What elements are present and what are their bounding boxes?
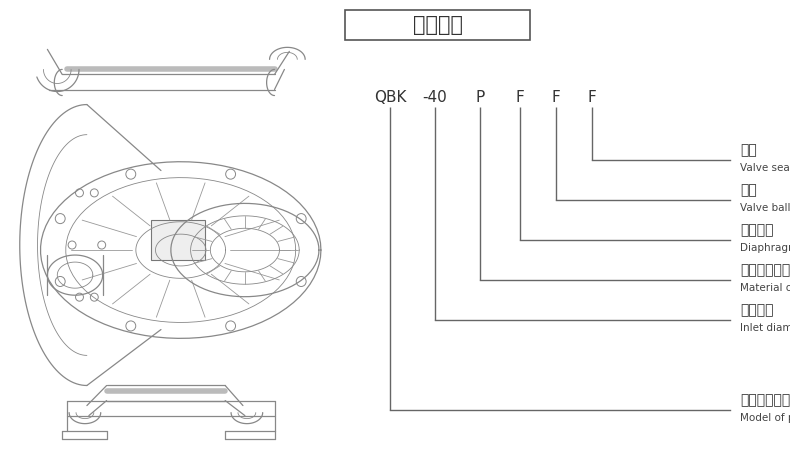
Text: 过流部件材质: 过流部件材质 bbox=[740, 263, 790, 277]
Text: 进料口径: 进料口径 bbox=[740, 303, 773, 317]
FancyBboxPatch shape bbox=[345, 10, 530, 40]
Text: P: P bbox=[476, 90, 484, 105]
Text: 阀座: 阀座 bbox=[740, 143, 757, 157]
Text: Valve seat: Valve seat bbox=[740, 163, 790, 173]
Text: 型号说明: 型号说明 bbox=[412, 15, 462, 35]
Text: F: F bbox=[588, 90, 596, 105]
Text: 气动隔膜泵型号: 气动隔膜泵型号 bbox=[740, 393, 790, 407]
Text: Material of fluid contact part: Material of fluid contact part bbox=[740, 283, 790, 293]
Text: Diaphragm materials: Diaphragm materials bbox=[740, 243, 790, 253]
Text: 隔膜材质: 隔膜材质 bbox=[740, 223, 773, 237]
Text: F: F bbox=[551, 90, 560, 105]
FancyBboxPatch shape bbox=[151, 220, 205, 260]
Text: Inlet diameter: Inlet diameter bbox=[740, 323, 790, 333]
Text: Valve ball: Valve ball bbox=[740, 203, 790, 213]
Text: F: F bbox=[516, 90, 525, 105]
Text: -40: -40 bbox=[423, 90, 447, 105]
Text: Model of pneumatic diaphragm pump: Model of pneumatic diaphragm pump bbox=[740, 413, 790, 423]
Text: 阀球: 阀球 bbox=[740, 183, 757, 197]
Text: QBK: QBK bbox=[374, 90, 406, 105]
